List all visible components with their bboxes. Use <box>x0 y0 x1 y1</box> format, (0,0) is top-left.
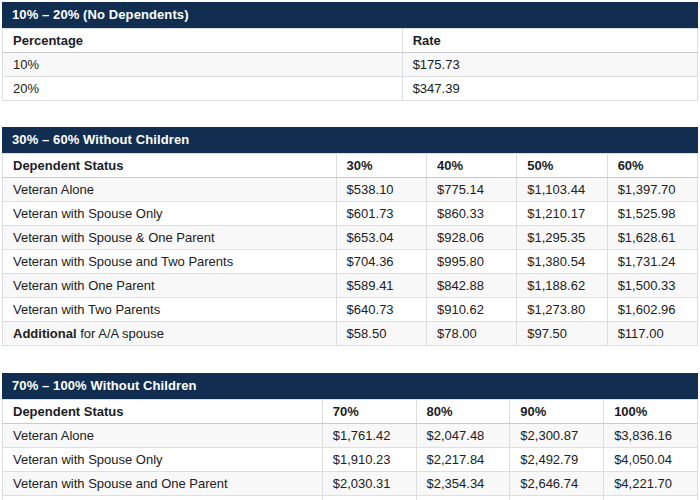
column-header: 40% <box>426 154 516 178</box>
column-header: 80% <box>416 400 510 424</box>
row-label: Veteran with One Parent <box>3 274 337 298</box>
rate-value: $4,050.04 <box>604 448 698 472</box>
rate-value: $589.41 <box>336 274 426 298</box>
rate-value: $1,910.23 <box>322 448 416 472</box>
table-row: 20%$347.39 <box>3 77 698 101</box>
table-row: Veteran Alone$1,761.42$2,047.48$2,300.87… <box>3 424 698 448</box>
row-label: Veteran with Spouse and Two Parents <box>3 496 323 500</box>
column-header: 60% <box>607 154 697 178</box>
rate-value: $2,047.48 <box>416 424 510 448</box>
rate-value: $78.00 <box>426 322 516 346</box>
table-row: Veteran with Spouse and One Parent$2,030… <box>3 472 698 496</box>
header-row: PercentageRate <box>3 29 698 53</box>
header-row: Dependent Status30%40%50%60% <box>3 154 698 178</box>
table-row: Veteran with Two Parents$640.73$910.62$1… <box>3 298 698 322</box>
rate-value: $2,646.74 <box>510 472 604 496</box>
column-header: 30% <box>336 154 426 178</box>
row-label: 10% <box>3 53 403 77</box>
rate-value: $842.88 <box>426 274 516 298</box>
table-title-70-100: 70% – 100% Without Children <box>2 373 698 399</box>
rate-value: $97.50 <box>517 322 607 346</box>
rate-value: $1,273.80 <box>517 298 607 322</box>
row-label: Veteran with Two Parents <box>3 298 337 322</box>
row-label: Veteran with Spouse and Two Parents <box>3 250 337 274</box>
rate-value: $1,103.44 <box>517 178 607 202</box>
rate-value: $2,150.39 <box>322 496 416 500</box>
rate-value: $3,836.16 <box>604 424 698 448</box>
rate-table-30-60: 30% – 60% Without Children Dependent Sta… <box>2 127 698 346</box>
rates-table-10-20: PercentageRate 10%$175.7320%$347.39 <box>2 28 698 101</box>
rate-value: $1,761.42 <box>322 424 416 448</box>
table-title-30-60: 30% – 60% Without Children <box>2 127 698 153</box>
rate-value: $775.14 <box>426 178 516 202</box>
header-row: Dependent Status70%80%90%100% <box>3 400 698 424</box>
rate-value: $2,217.84 <box>416 448 510 472</box>
rate-value: $601.73 <box>336 202 426 226</box>
rate-table-10-20: 10% – 20% (No Dependents) PercentageRate… <box>2 2 698 101</box>
row-label: Veteran with Spouse Only <box>3 202 337 226</box>
row-label: Veteran Alone <box>3 424 323 448</box>
rate-value: $1,525.98 <box>607 202 697 226</box>
rates-table-70-100: Dependent Status70%80%90%100% Veteran Al… <box>2 399 698 500</box>
rate-value: $2,354.34 <box>416 472 510 496</box>
column-header: 50% <box>517 154 607 178</box>
table-row: Veteran with One Parent$589.41$842.88$1,… <box>3 274 698 298</box>
rate-value: $1,731.24 <box>607 250 697 274</box>
rate-value: $640.73 <box>336 298 426 322</box>
row-label-bold-prefix: Additional <box>13 326 77 341</box>
row-label: Veteran with Spouse & One Parent <box>3 226 337 250</box>
rate-value: $1,628.61 <box>607 226 697 250</box>
column-header: Dependent Status <box>3 400 323 424</box>
rate-value: $1,188.62 <box>517 274 607 298</box>
table-title-10-20: 10% – 20% (No Dependents) <box>2 2 698 28</box>
table-row: 10%$175.73 <box>3 53 698 77</box>
rate-value: $2,030.31 <box>322 472 416 496</box>
rate-value: $860.33 <box>426 202 516 226</box>
row-label: Veteran with Spouse Only <box>3 448 323 472</box>
rate-value: $117.00 <box>607 322 697 346</box>
rate-value: $1,500.33 <box>607 274 697 298</box>
table-row: Veteran with Spouse and Two Parents$704.… <box>3 250 698 274</box>
rate-value: $928.06 <box>426 226 516 250</box>
row-label: Veteran Alone <box>3 178 337 202</box>
rate-value: $1,295.35 <box>517 226 607 250</box>
rate-value: $653.04 <box>336 226 426 250</box>
rate-value: $4,221.70 <box>604 472 698 496</box>
rate-value: $175.73 <box>402 53 697 77</box>
table-row: Veteran with Spouse Only$1,910.23$2,217.… <box>3 448 698 472</box>
column-header: Rate <box>402 29 697 53</box>
row-label: Veteran with Spouse and One Parent <box>3 472 323 496</box>
table-row: Veteran Alone$538.10$775.14$1,103.44$1,3… <box>3 178 698 202</box>
table-row: Veteran with Spouse and Two Parents$2,15… <box>3 496 698 500</box>
rates-table-30-60: Dependent Status30%40%50%60% Veteran Alo… <box>2 153 698 346</box>
column-header: 90% <box>510 400 604 424</box>
column-header: Dependent Status <box>3 154 337 178</box>
row-label: Additional for A/A spouse <box>3 322 337 346</box>
rate-table-70-100: 70% – 100% Without Children Dependent St… <box>2 373 698 500</box>
rate-value: $910.62 <box>426 298 516 322</box>
rate-value: $4,393.35 <box>604 496 698 500</box>
rate-value: $347.39 <box>402 77 697 101</box>
rate-value: $704.36 <box>336 250 426 274</box>
rate-value: $2,490.84 <box>416 496 510 500</box>
table-row: Veteran with Spouse Only$601.73$860.33$1… <box>3 202 698 226</box>
rate-value: $2,492.79 <box>510 448 604 472</box>
rate-value: $1,380.54 <box>517 250 607 274</box>
table-row: Veteran with Spouse & One Parent$653.04$… <box>3 226 698 250</box>
rate-value: $2,800.68 <box>510 496 604 500</box>
row-label: 20% <box>3 77 403 101</box>
rate-value: $1,210.17 <box>517 202 607 226</box>
rate-value: $1,602.96 <box>607 298 697 322</box>
column-header: 70% <box>322 400 416 424</box>
rate-value: $2,300.87 <box>510 424 604 448</box>
rate-value: $538.10 <box>336 178 426 202</box>
column-header: 100% <box>604 400 698 424</box>
table-row: Additional for A/A spouse$58.50$78.00$97… <box>3 322 698 346</box>
rate-value: $1,397.70 <box>607 178 697 202</box>
rate-value: $58.50 <box>336 322 426 346</box>
rate-value: $995.80 <box>426 250 516 274</box>
column-header: Percentage <box>3 29 403 53</box>
